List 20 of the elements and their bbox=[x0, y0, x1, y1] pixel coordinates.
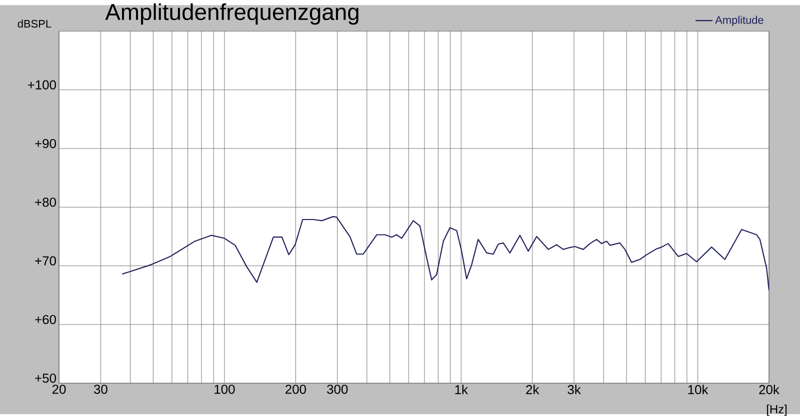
x-axis-title: [Hz] bbox=[767, 404, 787, 416]
y-tick-label: +50 bbox=[35, 374, 56, 383]
y-axis-title: dBSPL bbox=[18, 20, 52, 28]
x-tick-label: 20 bbox=[52, 384, 66, 394]
x-tick-label: 30 bbox=[94, 384, 108, 394]
chart-title: Amplitudenfrequenzgang bbox=[105, 3, 358, 25]
y-tick-label: +90 bbox=[35, 138, 56, 148]
x-tick-label: 20k bbox=[759, 384, 780, 394]
legend-label: Amplitude bbox=[715, 16, 764, 26]
y-tick-label: +100 bbox=[28, 80, 56, 90]
y-tick-label: +60 bbox=[35, 314, 56, 324]
x-tick-label: 100 bbox=[214, 384, 235, 394]
y-tick-label: +70 bbox=[35, 256, 56, 266]
y-tick-label: +80 bbox=[35, 198, 56, 207]
x-tick-label: 1k bbox=[455, 384, 468, 394]
x-tick-label: 200 bbox=[286, 384, 306, 394]
x-tick-label: 10k bbox=[688, 384, 708, 394]
x-tick-label: 3k bbox=[568, 384, 581, 394]
x-tick-label: 300 bbox=[327, 384, 348, 394]
x-tick-label: 2k bbox=[526, 384, 540, 394]
